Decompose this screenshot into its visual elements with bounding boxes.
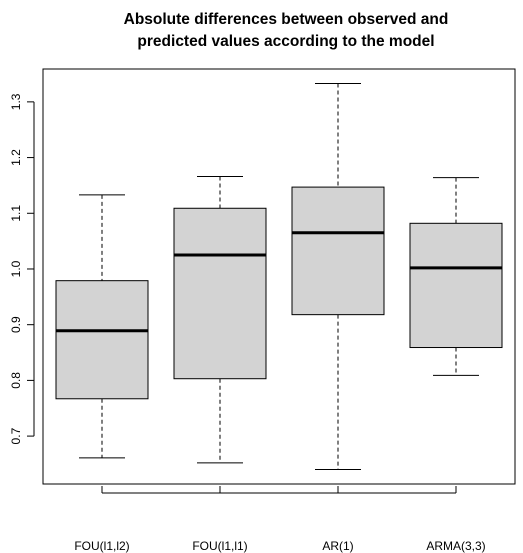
y-tick-label: 1.1	[9, 205, 23, 222]
x-tick-label: ARMA(3,3)	[426, 539, 485, 553]
chart-title-line-2: predicted values according to the model	[137, 33, 434, 50]
y-tick-label: 0.8	[9, 372, 23, 389]
iqr-box	[173, 207, 267, 380]
box-2	[291, 82, 385, 471]
x-axis: FOU(l1,l2) FOU(l1,l1) AR(1) ARMA(3,3)	[74, 486, 486, 553]
x-tick-label: FOU(l1,l2)	[74, 539, 129, 553]
y-tick-label: 0.7	[9, 427, 23, 444]
y-tick-label: 1.2	[9, 149, 23, 166]
box-0	[55, 194, 149, 459]
iqr-box	[55, 280, 149, 400]
y-tick-label: 1.0	[9, 260, 23, 277]
y-tick-label: 0.9	[9, 316, 23, 333]
iqr-box	[291, 186, 385, 316]
y-axis: 0.7 0.8 0.9 1.0 1.1 1.2 1.3	[9, 93, 35, 444]
chart-title-line-1: Absolute differences between observed an…	[124, 11, 449, 28]
box-1	[173, 176, 267, 464]
x-tick-label: AR(1)	[322, 539, 353, 553]
plot-area-frame	[42, 68, 516, 485]
x-tick-label: FOU(l1,l1)	[192, 539, 247, 553]
boxes-group	[55, 82, 503, 471]
box-3	[409, 177, 503, 376]
y-tick-label: 1.3	[9, 93, 23, 110]
iqr-box	[409, 222, 503, 349]
